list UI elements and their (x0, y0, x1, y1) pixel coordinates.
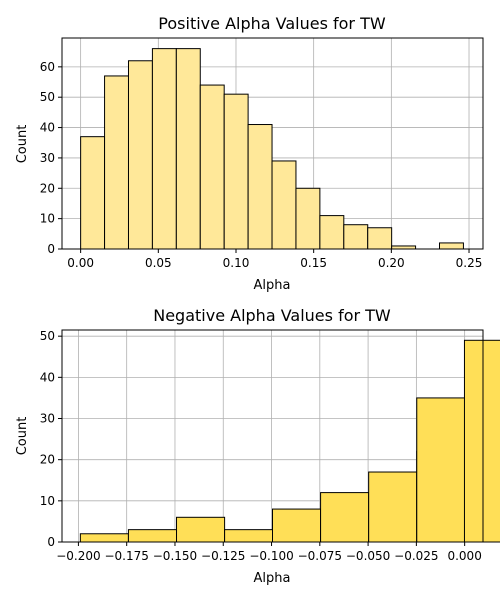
histogram-bar (80, 136, 106, 250)
y-tick-label: 40 (40, 370, 55, 384)
histogram-bar (343, 224, 369, 250)
x-tick-label: 0.000 (447, 549, 481, 563)
histogram-bar (319, 215, 345, 250)
x-tick-label: 0.20 (378, 256, 405, 270)
x-axis-ticks: 0.00 0.05 0.10 0.15 0.20 0.25 (67, 249, 482, 270)
histogram-bar (272, 508, 322, 543)
y-tick-label: 20 (40, 453, 55, 467)
y-tick-label: 50 (40, 329, 55, 343)
histogram-bar (151, 48, 177, 250)
histogram-bar (247, 124, 273, 250)
x-axis-label: Alpha (254, 571, 291, 586)
histogram-bar (416, 397, 466, 543)
x-tick-label: −0.150 (153, 549, 197, 563)
histogram-bar (271, 160, 297, 250)
histogram-bar (127, 60, 153, 250)
y-tick-label: 50 (40, 90, 55, 104)
y-axis-ticks: 0 10 20 30 40 50 (40, 329, 62, 549)
histogram-bar (224, 529, 273, 543)
y-tick-label: 0 (47, 535, 55, 549)
x-axis-label: Alpha (254, 278, 291, 293)
y-axis-label: Count (15, 125, 30, 164)
histogram-bars (80, 48, 464, 250)
x-tick-label: 0.05 (145, 256, 172, 270)
x-tick-label: 0.00 (67, 256, 94, 270)
histogram-bar (176, 516, 226, 543)
histogram-bar (79, 533, 129, 543)
x-tick-label: 0.25 (456, 256, 483, 270)
y-tick-label: 30 (40, 412, 55, 426)
y-tick-label: 10 (40, 212, 55, 226)
histogram-bar (439, 242, 464, 250)
histogram-bar (320, 492, 370, 543)
y-tick-label: 40 (40, 121, 55, 135)
histogram-bars (79, 339, 500, 543)
y-tick-label: 20 (40, 181, 55, 195)
histogram-bar (104, 75, 129, 250)
x-axis-ticks: −0.200 −0.175 −0.150 −0.125 −0.100 −0.075 −0.0… (56, 542, 482, 563)
plot-frame (61, 37, 484, 250)
histogram-bar (223, 93, 249, 250)
negative-alpha-chart: Negative Alpha Values for TW −0.200 −0.17… (15, 306, 500, 586)
x-tick-label: −0.025 (394, 549, 438, 563)
y-tick-label: 0 (47, 242, 55, 256)
y-axis-label: Count (15, 417, 30, 456)
histogram-bar (295, 187, 321, 250)
x-tick-label: −0.200 (56, 549, 100, 563)
y-tick-label: 30 (40, 151, 55, 165)
plot-frame (61, 329, 484, 543)
x-tick-label: 0.15 (300, 256, 327, 270)
chart-title: Positive Alpha Values for TW (158, 14, 386, 33)
x-tick-label: −0.125 (201, 549, 245, 563)
histogram-bar (368, 471, 418, 543)
histogram-bar (367, 227, 393, 250)
histogram-bar (463, 339, 500, 543)
x-tick-label: −0.100 (249, 549, 293, 563)
x-tick-label: −0.175 (104, 549, 148, 563)
x-tick-label: 0.10 (223, 256, 250, 270)
y-tick-label: 60 (40, 60, 55, 74)
histogram-bar (127, 529, 178, 543)
histogram-bar (175, 48, 201, 250)
y-tick-label: 10 (40, 494, 55, 508)
histogram-bar (199, 84, 225, 250)
x-tick-label: −0.050 (346, 549, 390, 563)
x-tick-label: −0.075 (298, 549, 342, 563)
positive-alpha-chart: Positive Alpha Values for TW 0.00 0.05 0.1… (15, 14, 484, 293)
chart-title: Negative Alpha Values for TW (153, 306, 391, 325)
y-axis-ticks: 0 10 20 30 40 50 60 (40, 60, 62, 256)
